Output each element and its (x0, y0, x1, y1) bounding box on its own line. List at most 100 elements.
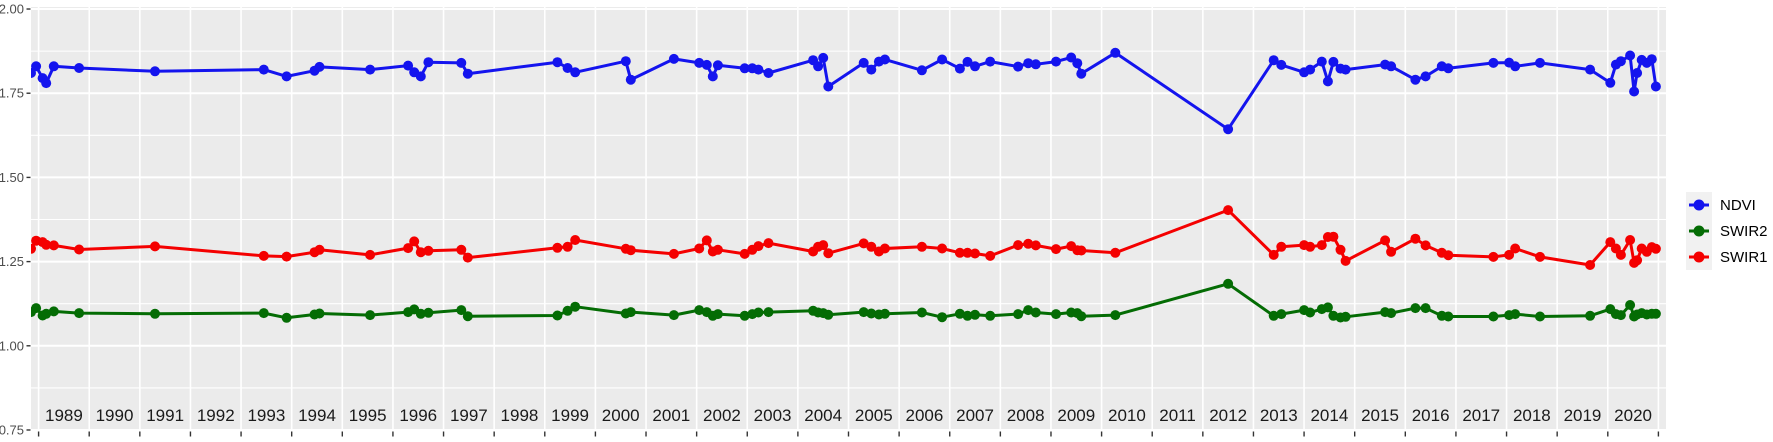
data-point-swir2 (1420, 303, 1431, 314)
data-point-swir2 (1443, 311, 1454, 322)
data-point-swir2 (462, 311, 473, 322)
data-point-swir1 (818, 240, 829, 251)
x-axis-label: 2012 (1209, 406, 1247, 425)
data-point-ndvi (707, 71, 718, 82)
data-point-ndvi (1276, 59, 1287, 70)
legend-item-ndvi: NDVI (1686, 192, 1768, 218)
data-point-swir2 (1340, 311, 1351, 322)
data-point-swir2 (1023, 305, 1034, 316)
data-point-swir2 (48, 306, 59, 317)
data-point-swir2 (1386, 308, 1397, 319)
series-ndvi (31, 47, 1661, 135)
data-point-swir2 (1051, 309, 1061, 320)
data-point-swir2 (694, 305, 705, 316)
x-axis-label: 2007 (956, 406, 994, 425)
x-axis-label: 2015 (1361, 406, 1399, 425)
data-point-swir1 (48, 240, 59, 251)
data-point-swir2 (1488, 311, 1499, 322)
data-point-swir1 (1504, 249, 1515, 260)
series-swir1 (31, 205, 1661, 270)
data-point-ndvi (1420, 71, 1431, 82)
data-point-swir2 (712, 309, 723, 320)
line-point-glyph-icon (1689, 251, 1709, 263)
data-point-swir1 (409, 236, 420, 247)
data-point-swir1 (1328, 231, 1339, 242)
data-point-swir2 (456, 305, 467, 316)
x-axis-label: 2002 (703, 406, 741, 425)
data-point-swir1 (1030, 240, 1041, 251)
legend-label-swir2: SWIR2 (1720, 222, 1768, 240)
data-point-swir2 (1625, 300, 1636, 310)
data-point-swir2 (1268, 310, 1279, 321)
data-point-ndvi (1076, 68, 1087, 79)
data-point-swir1 (916, 241, 927, 252)
x-axis-label: 2018 (1513, 406, 1551, 425)
data-point-swir2 (668, 310, 679, 321)
data-point-swir1 (150, 241, 160, 252)
data-point-swir1 (1488, 251, 1499, 262)
data-point-swir1 (456, 244, 467, 255)
data-point-ndvi (858, 57, 869, 68)
data-point-swir2 (1013, 309, 1024, 320)
data-point-swir2 (314, 308, 325, 319)
data-point-ndvi (866, 64, 877, 75)
data-point-swir1 (879, 243, 890, 254)
data-point-swir1 (625, 245, 636, 256)
data-point-ndvi (1328, 56, 1339, 67)
y-axis-label: 1.25 (0, 254, 24, 269)
data-point-swir2 (1110, 310, 1121, 321)
data-point-ndvi (694, 57, 705, 68)
x-axis-label: 2011 (1159, 406, 1196, 425)
data-point-ndvi (1223, 124, 1234, 135)
data-point-ndvi (937, 54, 948, 65)
x-axis-label: 1996 (399, 406, 437, 425)
data-point-swir2 (415, 308, 426, 319)
data-point-ndvi (1013, 61, 1024, 72)
data-point-swir2 (1322, 302, 1333, 313)
data-point-swir1 (1625, 235, 1636, 245)
data-point-swir1 (281, 251, 292, 262)
data-point-ndvi (1023, 58, 1034, 69)
data-point-swir2 (74, 308, 85, 319)
data-point-swir2 (570, 301, 581, 312)
x-axis-label: 2017 (1462, 406, 1500, 425)
data-point-swir1 (365, 249, 376, 260)
data-point-ndvi (753, 64, 764, 75)
data-point-swir1 (1420, 240, 1431, 251)
data-point-swir1 (970, 248, 980, 259)
data-point-swir2 (739, 310, 750, 321)
data-point-swir1 (823, 248, 834, 259)
data-point-swir1 (74, 244, 85, 255)
data-point-swir1 (258, 250, 269, 261)
data-point-swir1 (1632, 255, 1643, 266)
data-point-swir1 (739, 248, 750, 259)
data-point-swir2 (1585, 310, 1596, 321)
x-axis-label: 1995 (349, 406, 387, 425)
data-point-ndvi (985, 56, 996, 67)
data-point-ndvi (570, 67, 581, 78)
data-point-swir1 (954, 247, 965, 258)
data-point-ndvi (625, 74, 636, 85)
data-point-swir1 (1585, 260, 1596, 270)
data-point-swir2 (1410, 303, 1421, 314)
data-point-swir1 (1335, 244, 1346, 255)
data-point-ndvi (701, 59, 712, 70)
data-point-swir2 (823, 309, 834, 320)
data-point-ndvi (739, 63, 750, 74)
x-axis-label: 1990 (96, 406, 134, 425)
data-point-swir2 (985, 310, 996, 321)
data-point-swir1 (1076, 245, 1087, 256)
legend-key-swir1 (1686, 244, 1712, 270)
data-point-swir1 (1615, 249, 1626, 260)
data-point-ndvi (1268, 55, 1279, 66)
data-point-swir1 (866, 241, 877, 252)
data-point-swir1 (462, 252, 473, 263)
data-point-ndvi (74, 63, 85, 73)
data-point-swir2 (866, 308, 877, 319)
x-axis-label: 2013 (1260, 406, 1298, 425)
data-point-swir2 (1615, 310, 1626, 321)
data-point-swir2 (1650, 308, 1661, 319)
x-axis-label: 2009 (1057, 406, 1095, 425)
